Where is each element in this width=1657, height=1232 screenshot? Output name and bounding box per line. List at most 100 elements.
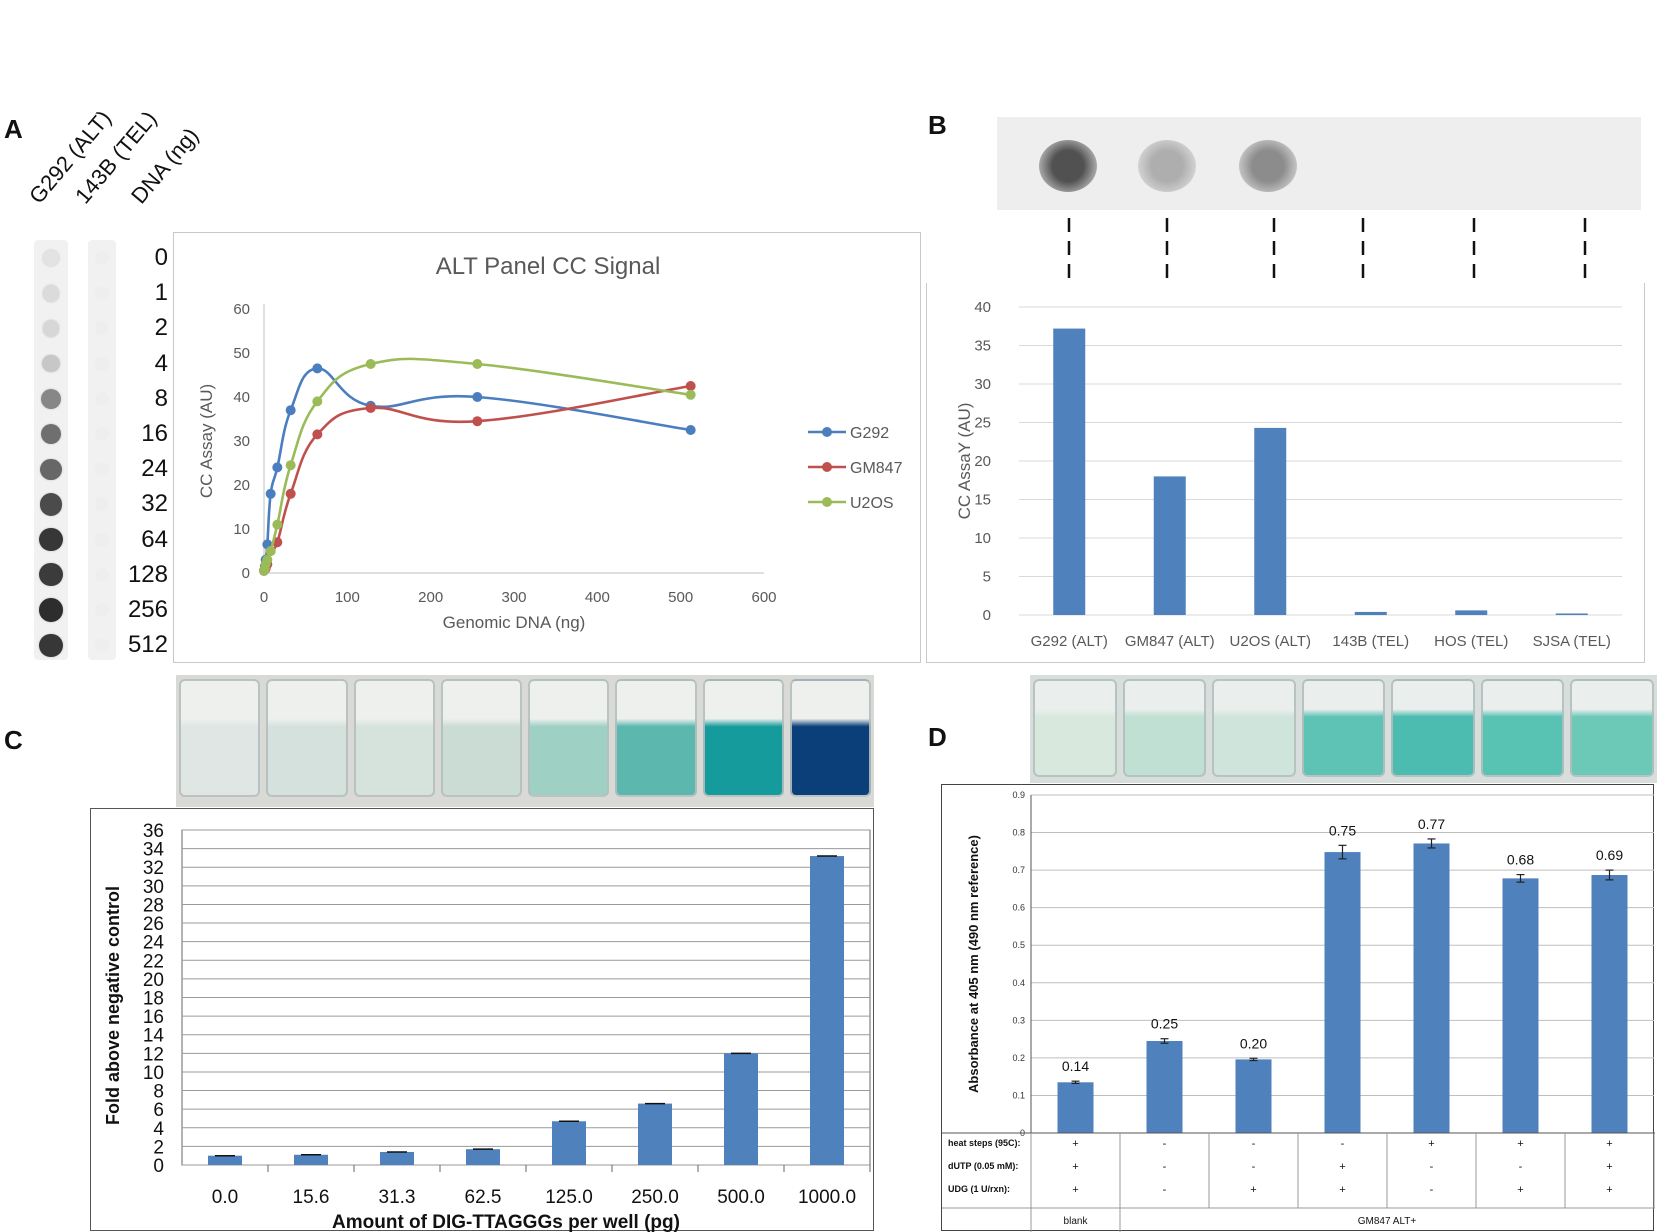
condition-value: +	[1072, 1184, 1078, 1196]
x-tick-label: 300	[501, 589, 526, 606]
dna-amount-label: 0	[154, 244, 168, 271]
y-tick-label: 25	[974, 415, 991, 432]
x-tick-label: 0	[260, 589, 268, 606]
g292-dot-strip	[34, 240, 68, 660]
y-tick-label: 28	[143, 895, 164, 916]
data-point	[472, 416, 483, 427]
bar	[1235, 1059, 1272, 1133]
legend-label: GM847	[850, 460, 903, 477]
condition-value: -	[1163, 1184, 1167, 1196]
bar	[724, 1053, 758, 1165]
data-label: 0.25	[1151, 1016, 1178, 1032]
y-tick-label: 10	[233, 521, 250, 538]
y-tick-label: 8	[153, 1082, 164, 1103]
bar	[810, 856, 844, 1165]
panel-label-d: D	[928, 722, 947, 752]
bar	[294, 1154, 328, 1165]
y-tick-label: 22	[143, 951, 164, 972]
dot-blot-strip	[997, 117, 1641, 210]
x-tick-label: 250.0	[631, 1187, 679, 1208]
x-tick-label: 1000.0	[798, 1187, 856, 1208]
y-axis-label: Absorbance at 405 nm (490 nm reference)	[966, 835, 981, 1093]
x-tick-label: U2OS (ALT)	[1230, 633, 1311, 650]
condition-value: +	[1606, 1161, 1612, 1173]
condition-value: +	[1339, 1184, 1345, 1196]
x-tick-label: 100	[335, 589, 360, 606]
x-tick-label: 400	[585, 589, 610, 606]
bar	[1057, 1082, 1094, 1133]
y-tick-label: 20	[143, 970, 164, 991]
y-tick-label: 0	[983, 607, 991, 624]
y-tick-label: 15	[974, 492, 991, 509]
y-tick-label: 12	[143, 1044, 164, 1065]
dash-connectors	[1067, 218, 1587, 282]
well-vial	[528, 679, 610, 797]
tel-dot	[95, 286, 109, 301]
panel-label-a: A	[4, 114, 23, 144]
well-vial	[1301, 679, 1386, 777]
bar-chart-b: 0 5 10 15 20 25 30 35 40 G292 (ALT) GM847 (ALT) U2O…	[955, 299, 1622, 650]
data-point	[472, 359, 483, 369]
dna-amount-label: 1	[154, 279, 168, 307]
condition-label: dUTP (0.05 mM):	[948, 1161, 1018, 1171]
y-axis-label: CC AssaY (AU)	[955, 403, 974, 520]
blot-spot	[1138, 140, 1196, 192]
chart-title: ALT Panel CC Signal	[436, 253, 661, 280]
y-tick-label: 50	[233, 345, 250, 362]
x-tick-label: 600	[751, 589, 776, 606]
y-tick-label: 0.6	[1012, 903, 1025, 913]
tel-dot-strip	[88, 240, 116, 660]
well-vial	[266, 679, 348, 797]
well-vial	[1391, 679, 1475, 777]
bar	[1455, 610, 1488, 615]
dna-amount-label: 128	[127, 560, 168, 588]
wells-photo-c	[176, 675, 874, 807]
data-point	[365, 359, 376, 369]
condition-value: +	[1072, 1161, 1078, 1173]
data-label: 0.20	[1240, 1035, 1267, 1051]
y-tick-label: 4	[153, 1119, 164, 1140]
y-tick-label: 14	[143, 1026, 165, 1047]
legend-marker	[822, 497, 832, 507]
data-label: 0.68	[1507, 852, 1534, 868]
tel-dot	[95, 356, 109, 371]
series-line-u2os	[262, 357, 691, 572]
condition-value: +	[1250, 1184, 1256, 1196]
x-tick-label: 500	[668, 589, 693, 606]
y-tick-label: 36	[143, 821, 164, 842]
y-axis-label: CC Assay (AU)	[197, 384, 216, 498]
condition-value: -	[1430, 1184, 1434, 1196]
panel-label-c: C	[4, 725, 23, 755]
dna-amount-label: 2	[154, 314, 168, 342]
g292-dot	[39, 493, 63, 516]
group-label-gm847: GM847 ALT+	[1358, 1216, 1417, 1227]
well-vial	[702, 679, 784, 797]
tel-dot	[95, 391, 109, 406]
data-point	[285, 405, 296, 416]
dna-amount-label: 24	[141, 455, 168, 483]
dna-amount-label: 32	[141, 490, 168, 518]
tel-dot	[95, 638, 109, 653]
blot-spot	[1039, 140, 1097, 192]
y-tick-label: 0.3	[1012, 1015, 1025, 1025]
dna-amount-label: 4	[154, 349, 168, 377]
dna-amount-label: 64	[141, 525, 168, 553]
y-tick-label: 24	[143, 933, 165, 954]
dna-amount-label: 512	[127, 631, 168, 659]
x-tick-label: G292 (ALT)	[1031, 633, 1108, 650]
data-point	[365, 403, 376, 413]
y-tick-label: 0	[242, 565, 250, 582]
condition-value: -	[1430, 1161, 1434, 1173]
x-axis-label: Amount of DIG-TTAGGGs per well (pg)	[332, 1212, 680, 1232]
condition-label: heat steps (95C):	[948, 1138, 1021, 1148]
g292-dot	[42, 284, 60, 302]
blot-spot	[1239, 140, 1297, 192]
y-tick-label: 0.5	[1012, 940, 1025, 950]
tel-dot	[95, 321, 109, 336]
bar	[1354, 611, 1387, 615]
data-point	[312, 363, 323, 374]
y-tick-label: 10	[143, 1063, 164, 1084]
y-tick-label: 20	[233, 477, 250, 494]
bar-chart-d: 00.10.20.30.40.50.60.70.80.90.140.250.20…	[942, 790, 1655, 1232]
data-label: 0.14	[1062, 1058, 1089, 1074]
